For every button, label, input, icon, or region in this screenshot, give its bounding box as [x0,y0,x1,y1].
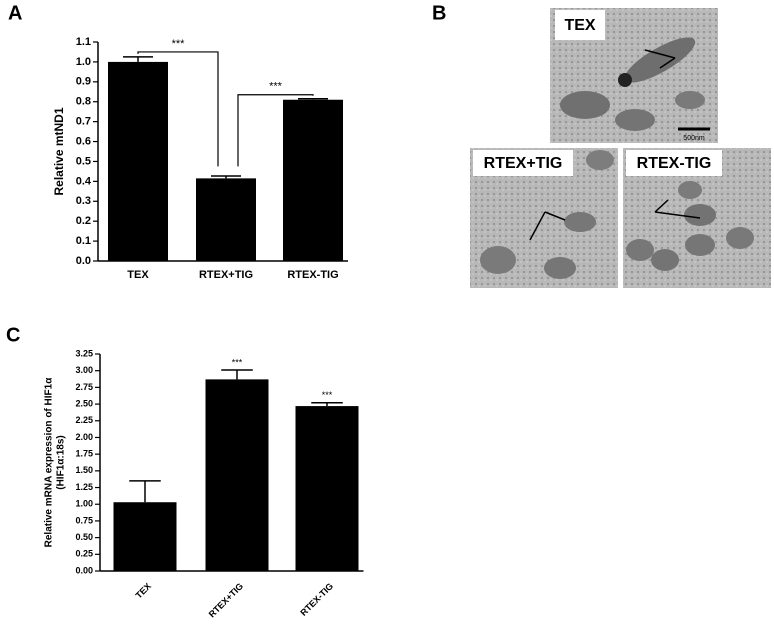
y-tick-label: 1.0 [76,56,91,68]
panel-label: B [432,2,446,24]
micrograph-title: RTEX-TIG [637,155,712,172]
significance-label: *** [322,390,333,400]
micrograph: RTEX-TIG [623,148,771,288]
y-tick-label: 0.6 [76,135,91,147]
y-tick-label: 1.50 [75,465,93,475]
y-tick-label: 3.25 [75,348,93,358]
micrograph: RTEX+TIG [470,148,618,288]
y-axis-label: Relative mtND1 [52,107,66,195]
y-tick-label: 2.25 [75,415,93,425]
y-tick-label: 0.1 [76,235,91,247]
significance-bracket [137,51,219,167]
scale-bar-label: 500nm [683,135,705,142]
x-tick-label: RTEX-TIG [298,581,335,618]
y-tick-label: 1.25 [75,482,93,492]
x-tick-label: RTEX+TIG [207,581,245,619]
y-tick-label: 3.00 [75,365,93,375]
y-tick-label: 0.2 [76,215,91,227]
significance-bracket [237,94,314,167]
y-axis-label: (HIF1α:18s) [56,435,67,490]
y-tick-label: 1.75 [75,449,93,459]
x-tick-label: RTEX-TIG [287,269,338,281]
y-tick-label: 1.00 [75,499,93,509]
panel-label: A [8,2,22,24]
y-tick-label: 0.3 [76,195,91,207]
x-tick-label: TEX [127,269,149,281]
bar [113,502,177,571]
y-tick-label: 0.7 [76,116,91,128]
micrograph: TEX 500nm [550,8,718,143]
x-tick-label: TEX [134,581,153,600]
y-tick-label: 2.50 [75,398,93,408]
significance-label: *** [232,357,243,367]
bar [283,99,343,262]
bar [108,61,168,262]
y-tick-label: 1.1 [76,36,91,48]
bar [196,178,256,261]
significance-label: *** [172,38,186,50]
y-tick-label: 0.50 [75,532,93,542]
y-tick-label: 0.00 [75,565,93,575]
bar [295,406,359,571]
y-tick-label: 0.9 [76,76,91,88]
bar [205,379,269,571]
y-tick-label: 0.75 [75,515,93,525]
y-tick-label: 0.4 [76,175,92,187]
panel-label: C [6,324,20,346]
y-tick-label: 2.00 [75,432,93,442]
x-tick-label: RTEX+TIG [199,269,253,281]
y-axis-label: Relative mRNA expression of HIF1α [44,377,55,548]
y-tick-label: 0.25 [75,549,93,559]
micrograph-title: RTEX+TIG [484,155,563,172]
micrograph-title: TEX [564,17,595,34]
y-tick-label: 0.0 [76,255,91,267]
y-tick-label: 0.8 [76,96,91,108]
y-tick-label: 2.75 [75,382,93,392]
significance-label: *** [269,81,283,93]
y-tick-label: 0.5 [76,155,91,167]
